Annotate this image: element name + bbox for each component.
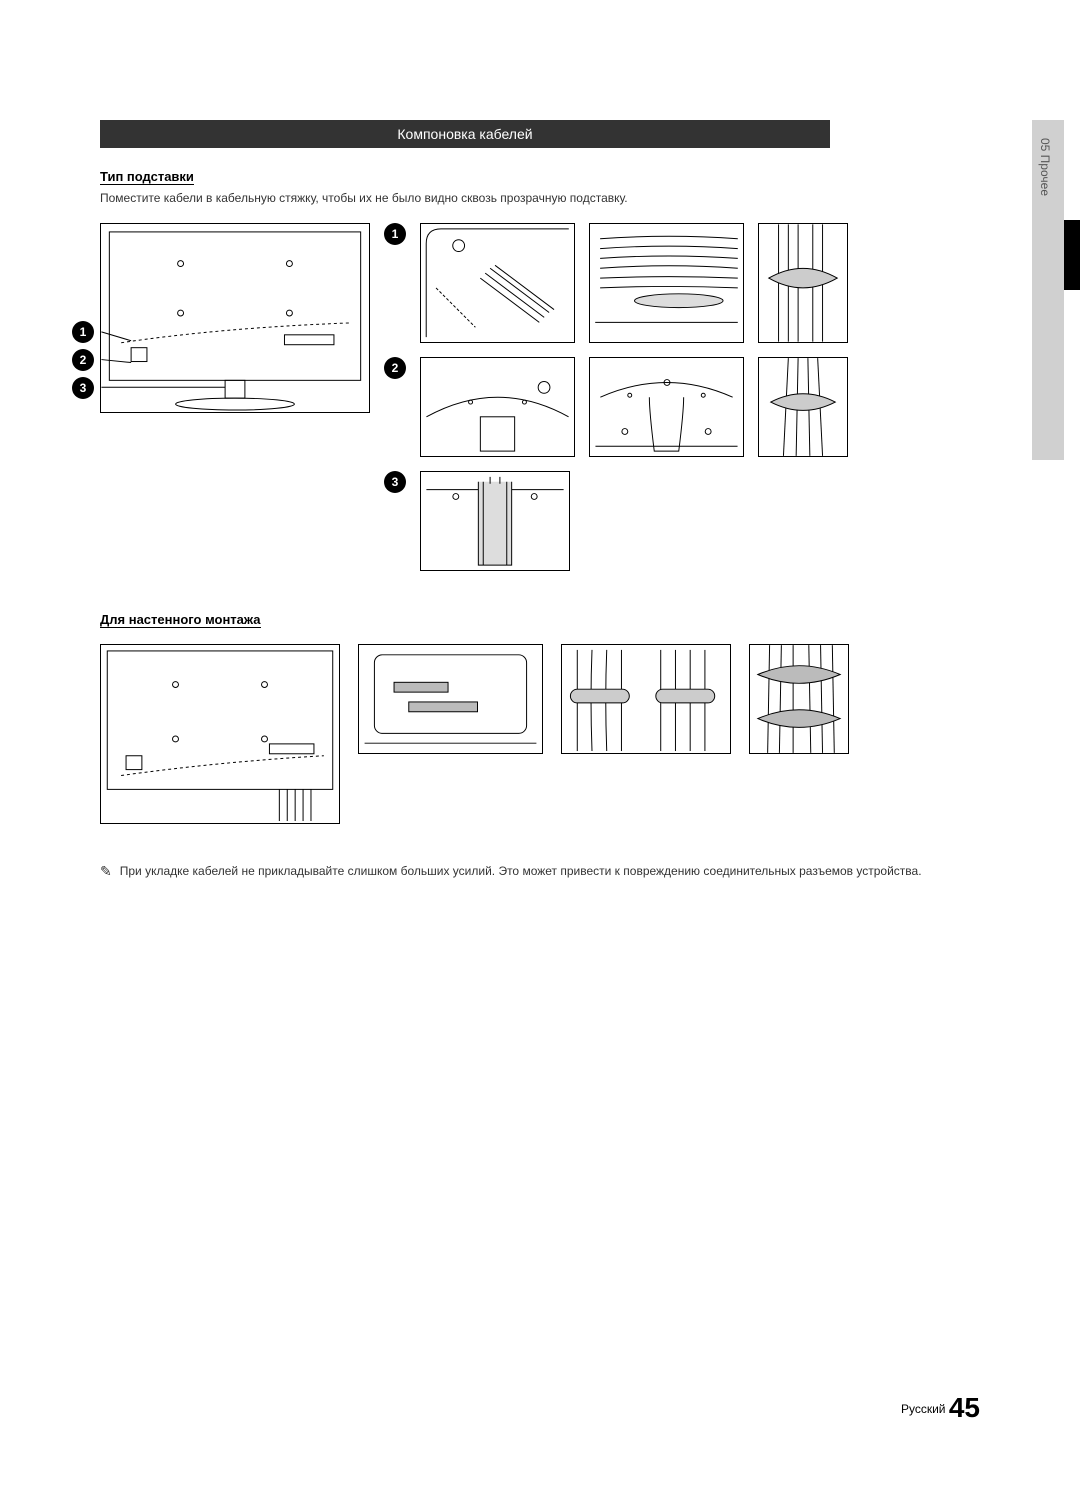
note-text: При укладке кабелей не прикладывайте сли… <box>120 864 922 878</box>
diagram-step1-b <box>589 223 744 343</box>
diagram-wall-overview <box>100 644 340 824</box>
diagram-wall-edge <box>358 644 543 754</box>
section-wall: Для настенного монтажа <box>100 611 1000 824</box>
callout-badge-3: 3 <box>72 377 94 399</box>
side-tab-label: 05 Прочее <box>1038 138 1052 196</box>
step1-badge: 1 <box>384 223 406 245</box>
caution-note: ✎ При укладке кабелей не прикладывайте с… <box>100 864 1000 880</box>
footer-language: Русский <box>901 1402 946 1416</box>
stand-step-2: 2 <box>384 357 848 457</box>
side-tab-marker <box>1064 220 1080 290</box>
diagram-stand-overview <box>100 223 370 413</box>
stand-overview-wrap: 1 2 3 <box>100 223 370 413</box>
wall-diagrams <box>100 644 1000 824</box>
diagram-wall-clips <box>561 644 731 754</box>
overview-callouts: 1 2 3 <box>72 321 94 399</box>
diagram-step1-c <box>758 223 848 343</box>
footer-page-number: 45 <box>949 1392 980 1423</box>
note-icon: ✎ <box>100 863 112 880</box>
wall-subhead: Для настенного монтажа <box>100 612 261 628</box>
side-tab: 05 Прочее <box>1032 120 1080 460</box>
stand-step-1: 1 <box>384 223 848 343</box>
step2-badge: 2 <box>384 357 406 379</box>
section-header-bar: Компоновка кабелей <box>100 120 830 148</box>
stand-steps-column: 1 <box>384 223 848 571</box>
diagram-step1-a <box>420 223 575 343</box>
manual-page: 05 Прочее Компоновка кабелей Тип подстав… <box>0 0 1080 1494</box>
step3-badge: 3 <box>384 471 406 493</box>
diagram-step2-c <box>758 357 848 457</box>
diagram-step2-a <box>420 357 575 457</box>
callout-badge-1: 1 <box>72 321 94 343</box>
diagram-step3 <box>420 471 570 571</box>
stand-description: Поместите кабели в кабельную стяжку, что… <box>100 191 1000 205</box>
stand-diagrams: 1 2 3 <box>100 223 1000 571</box>
page-footer: Русский 45 <box>901 1392 980 1424</box>
diagram-step2-b <box>589 357 744 457</box>
stand-step-3: 3 <box>384 471 848 571</box>
diagram-wall-ties <box>749 644 849 754</box>
section-stand: Тип подставки Поместите кабели в кабельн… <box>100 168 1000 571</box>
stand-subhead: Тип подставки <box>100 169 194 185</box>
callout-badge-2: 2 <box>72 349 94 371</box>
